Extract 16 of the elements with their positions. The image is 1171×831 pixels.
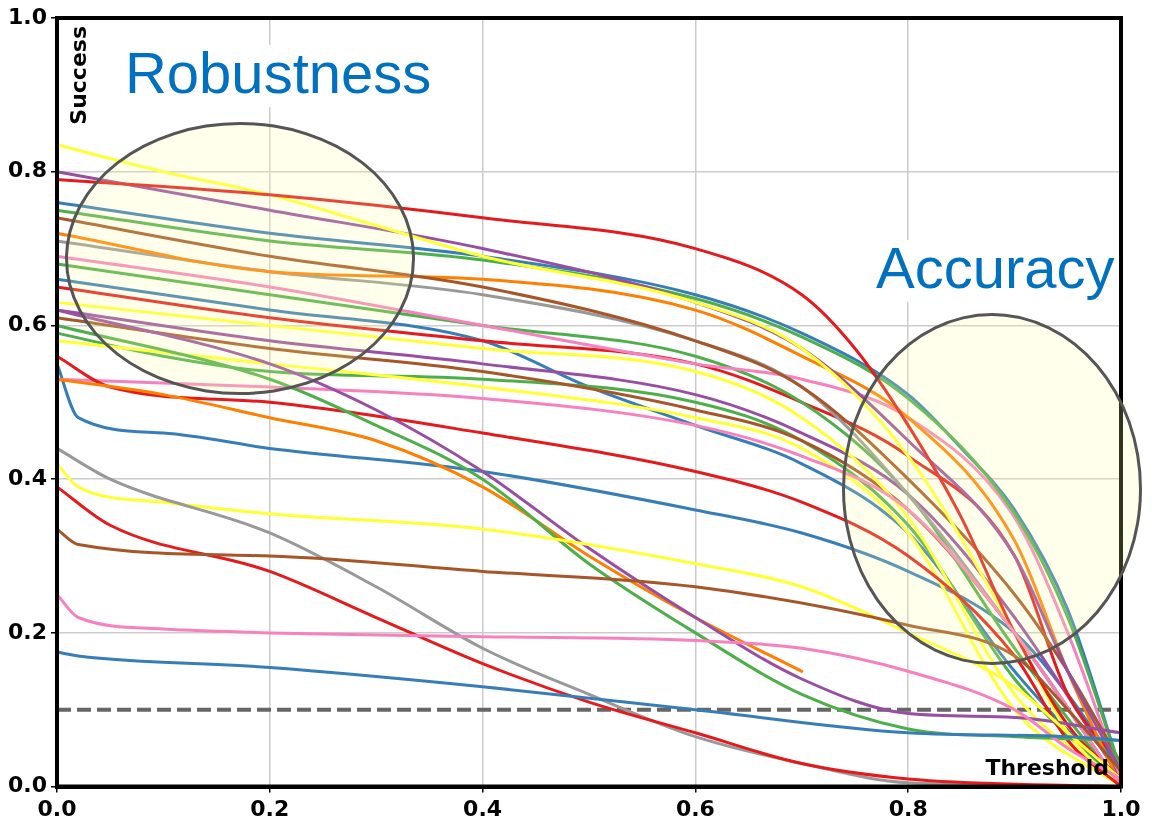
x-tick-label: 0.6 — [675, 795, 715, 821]
x-tick-label: 0.8 — [888, 795, 928, 821]
y-tick-label: 0.2 — [7, 618, 47, 644]
y-axis-title: Success — [65, 26, 91, 125]
y-tick-label: 0.6 — [7, 311, 47, 337]
x-tick-label: 1.0 — [1101, 795, 1141, 821]
y-tick-label: 0.4 — [7, 464, 47, 490]
x-tick-label: 0.0 — [37, 795, 77, 821]
annotation: Robustness — [124, 40, 432, 105]
y-tick-label: 0.0 — [7, 772, 47, 798]
y-tick-label: 0.8 — [7, 157, 47, 183]
x-tick-label: 0.2 — [250, 795, 290, 821]
y-tick-label: 1.0 — [7, 3, 47, 29]
line-series — [56, 527, 1121, 773]
x-tick-label: 0.4 — [463, 795, 503, 821]
annotation: Accuracy — [876, 235, 1115, 300]
